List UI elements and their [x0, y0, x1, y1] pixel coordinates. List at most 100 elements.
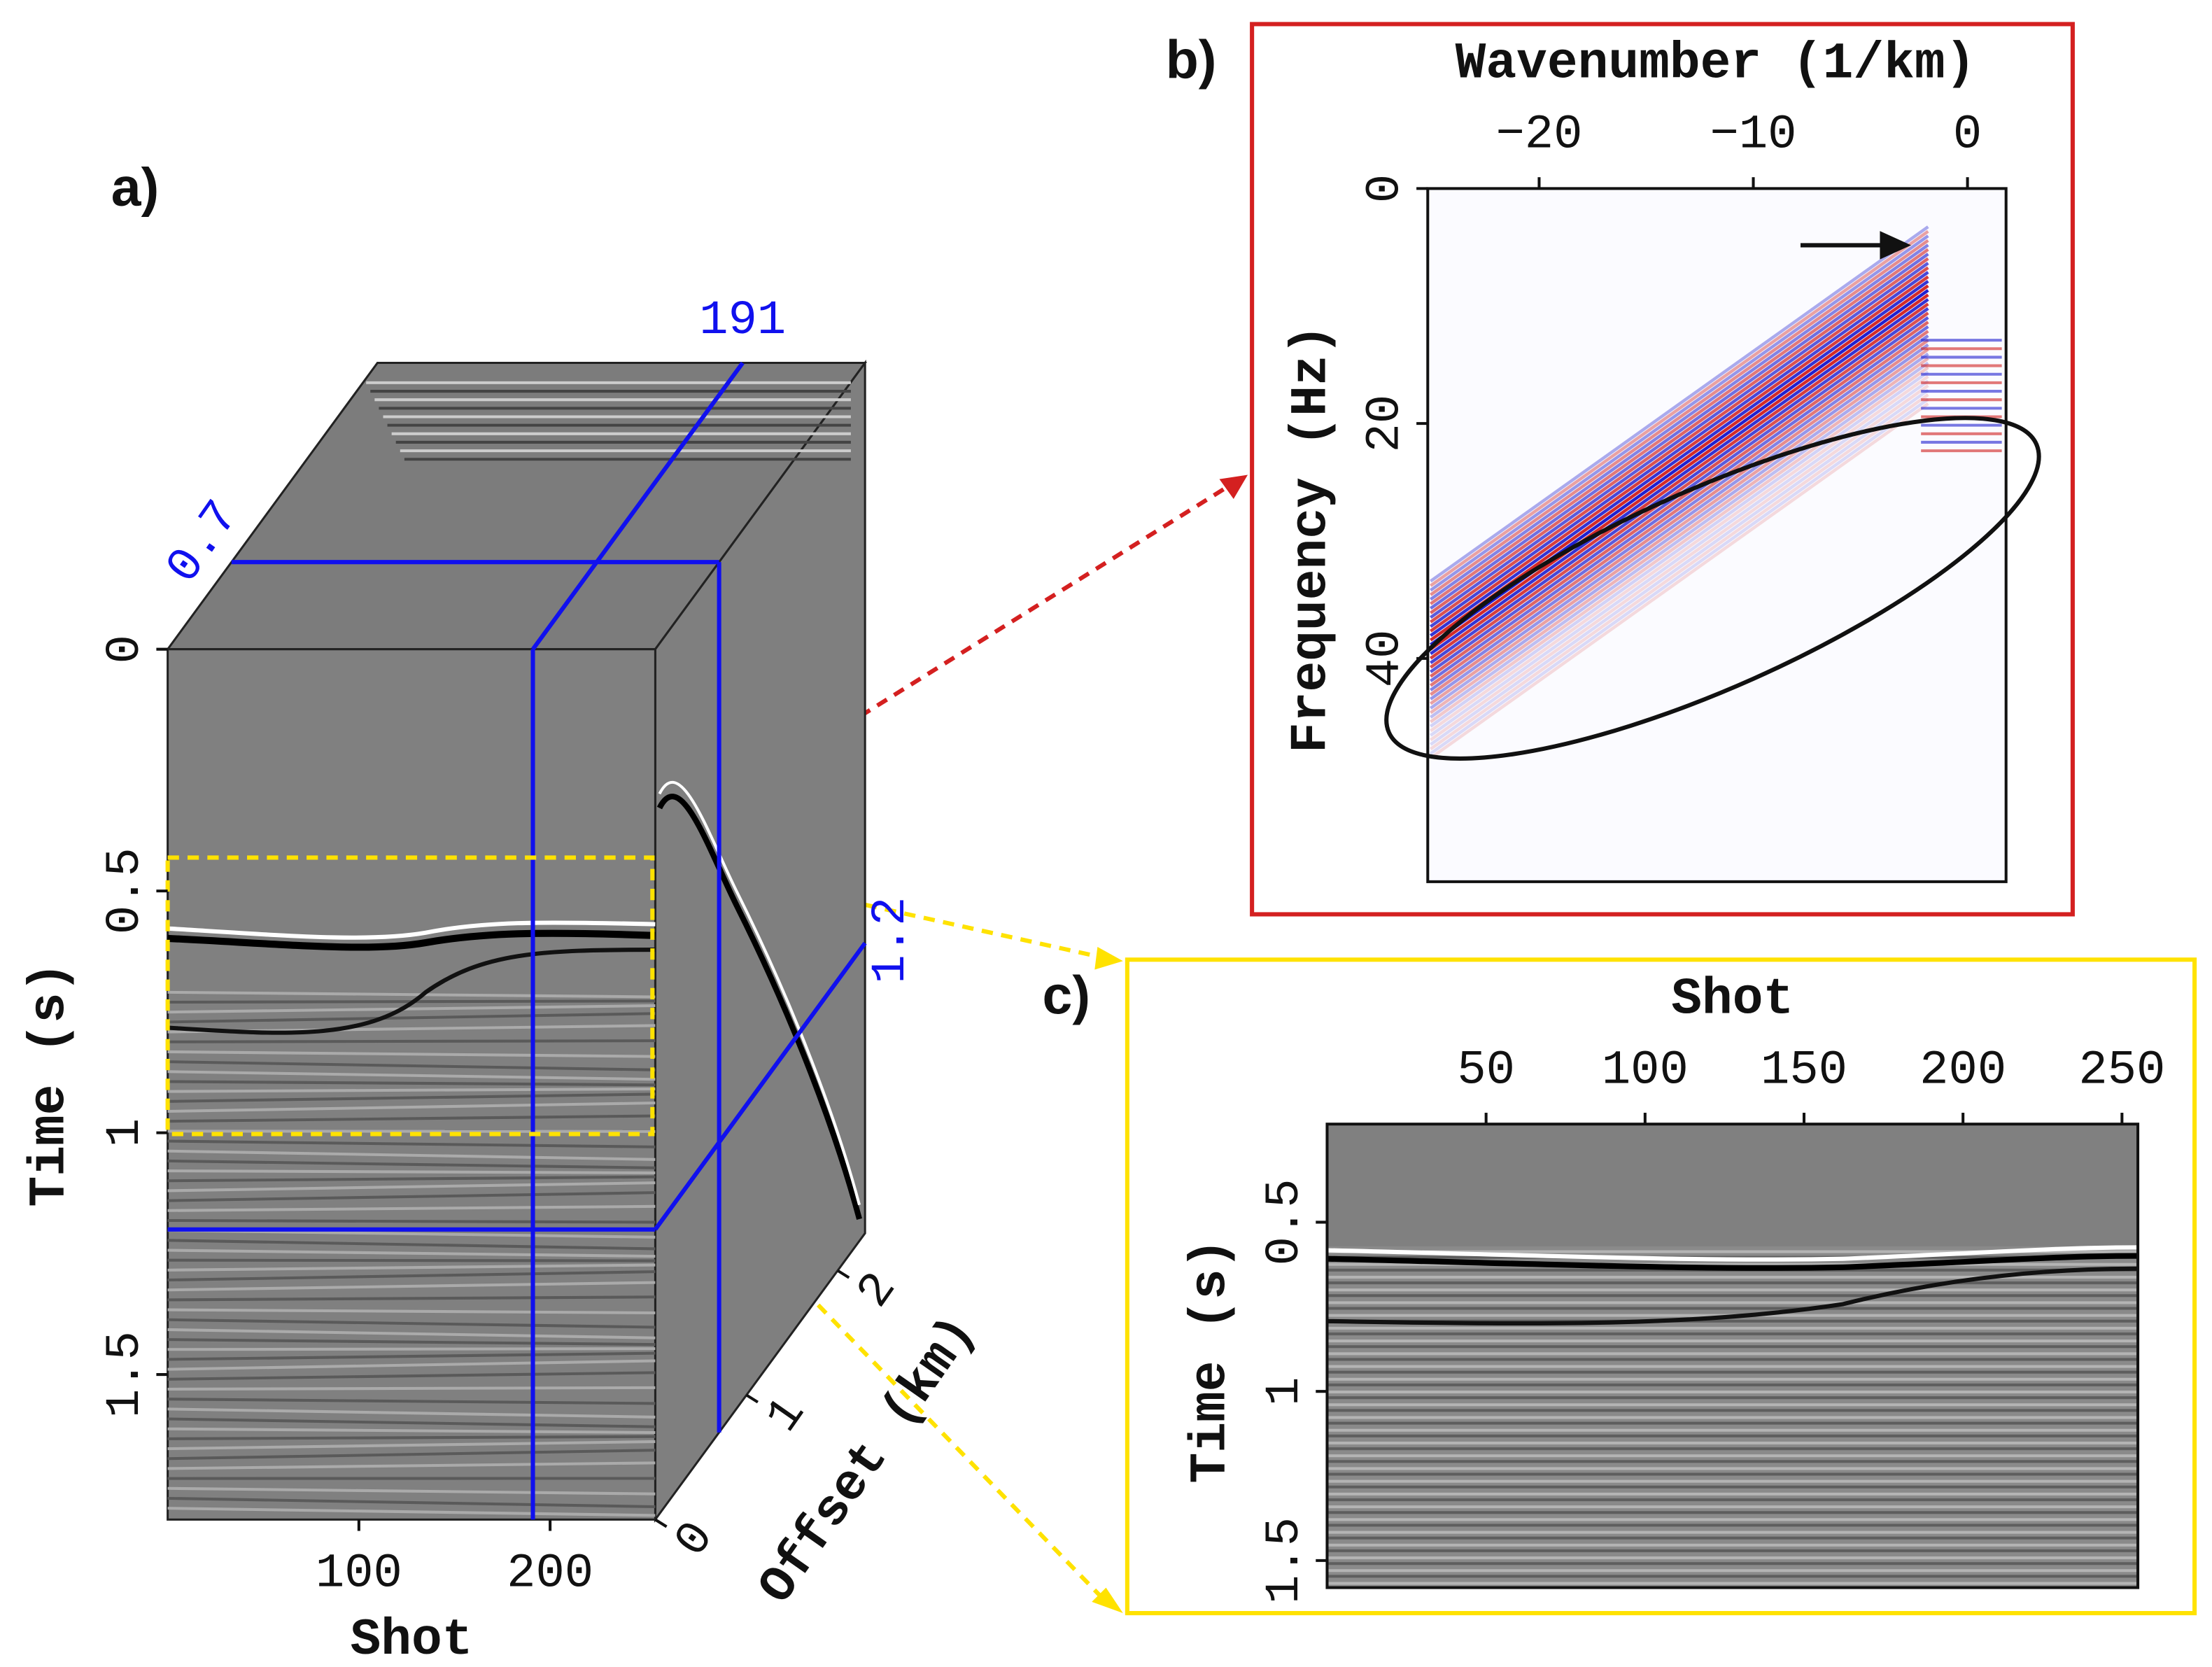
slice-label: 1.2: [864, 897, 918, 984]
spectrum-stripe: [1430, 234, 1929, 592]
spectrum-stripe: [1430, 352, 1929, 710]
stripe: [167, 1149, 656, 1161]
x-axis-label: Shot: [1671, 970, 1794, 1028]
x-tick-label: 250: [2078, 1043, 2165, 1097]
spectrum-stripe: [1430, 275, 1929, 633]
annotation-ellipse: [1384, 416, 2041, 761]
reflector: [167, 948, 656, 1035]
stripe: [167, 1461, 656, 1470]
x-tick-label: 50: [1457, 1043, 1515, 1097]
spectrum-stripe: [1430, 370, 1929, 728]
y-tick-label: 20: [1358, 395, 1413, 453]
z-tick-label: 2: [847, 1263, 908, 1318]
stripe: [167, 1080, 656, 1087]
stripe: [167, 1181, 656, 1193]
stripe: [167, 1092, 656, 1103]
stripe: [167, 1351, 656, 1361]
highlight-box: [165, 855, 655, 1137]
spectrum-stripe: [1430, 343, 1929, 701]
stripe: [167, 1371, 656, 1381]
slice-line: [653, 941, 867, 1231]
spectrum-stripe: [1430, 230, 1929, 587]
tick-mark: [745, 1393, 759, 1404]
stripe: [167, 1507, 656, 1517]
stripe: [167, 1496, 656, 1509]
spectrum-stripe: [1430, 361, 1929, 719]
reflector: [1327, 1266, 2139, 1325]
x-axis-label: Shot: [350, 1611, 472, 1667]
x-tick-label: −10: [1710, 108, 1797, 162]
spectrum-stripe: [1430, 366, 1929, 724]
side-event: [656, 794, 862, 1220]
stripe: [167, 1102, 656, 1113]
spectrum-stripe: [1430, 280, 1929, 638]
spectrum-stripe: [1430, 357, 1929, 715]
x-axis-label: Wavenumber (1/km): [1456, 34, 1976, 92]
stripe: [167, 1328, 656, 1339]
stripe: [167, 1359, 656, 1371]
spectrum-stripe: [1430, 330, 1929, 687]
spectrum-stripe: [1430, 348, 1929, 705]
panel-b-frame: [1250, 22, 2075, 917]
stripe: [167, 1398, 656, 1405]
stripe: [167, 1440, 656, 1451]
spectrum-stripe: [1430, 266, 1929, 624]
arrowhead: [1092, 1587, 1123, 1614]
y-tick-label: 0.5: [1258, 1179, 1312, 1265]
spectrum-stripe: [1430, 257, 1929, 614]
panel-c-frame: [1125, 957, 2197, 1616]
reflector: [167, 929, 656, 951]
y-axis-label: Frequency (Hz): [1282, 324, 1340, 753]
z-tick-label: 0: [664, 1512, 726, 1568]
stripe: [167, 1435, 656, 1440]
spectrum-stripe: [1430, 302, 1929, 660]
stripe: [167, 1139, 656, 1148]
y-tick-label: 0: [1358, 174, 1413, 203]
stripe: [167, 1191, 656, 1202]
y-tick-label: 1: [1258, 1377, 1312, 1405]
stripe: [167, 1204, 656, 1212]
stripe: [167, 1239, 656, 1251]
x-tick-label: 200: [507, 1547, 593, 1601]
x-tick-label: 100: [1602, 1043, 1689, 1097]
stripe: [167, 1004, 656, 1014]
y-tick-label: 0.5: [98, 847, 153, 934]
y-axis-label: Time (s): [1182, 1238, 1240, 1483]
stripe: [167, 1270, 656, 1282]
spectrum-stripe: [1430, 334, 1929, 691]
slice-line: [531, 361, 745, 651]
panel-label: b): [1166, 29, 1217, 90]
stripe: [167, 1417, 656, 1428]
reflector: [167, 920, 656, 940]
stripe: [167, 1318, 656, 1329]
stripe: [167, 1258, 656, 1262]
spectrum-stripe: [1430, 262, 1929, 619]
z-tick-label: 1: [756, 1388, 817, 1443]
spectrum-stripe: [1430, 379, 1929, 737]
plot-frame: [1325, 1123, 2140, 1589]
x-tick-label: −20: [1495, 108, 1582, 162]
arrowhead: [1219, 474, 1248, 499]
spectrum-stripe: [1430, 293, 1929, 651]
stripe: [167, 1407, 656, 1419]
spectrum-stripe: [1430, 311, 1929, 669]
stripe: [167, 1386, 656, 1391]
spectrum-stripe: [1430, 398, 1929, 755]
mute-zone: [1327, 1124, 2139, 1246]
stripe: [167, 1308, 656, 1315]
stripe: [167, 1249, 656, 1258]
stripe: [167, 990, 656, 999]
spectrum-stripe: [1430, 248, 1929, 605]
y-axis-label: Time (s): [21, 962, 79, 1207]
y-tick-label: 1: [98, 1118, 153, 1147]
tick-mark: [654, 1518, 668, 1528]
y-tick-label: 1.5: [98, 1331, 153, 1418]
stripe: [167, 1218, 656, 1224]
stripe: [167, 1039, 656, 1043]
spectrum-stripe: [1430, 402, 1929, 760]
reflector: [1327, 1245, 2139, 1262]
stripe: [167, 1295, 656, 1302]
tick-mark: [836, 1269, 850, 1279]
panel-label: c): [1043, 965, 1090, 1025]
spectrum-stripe: [1430, 307, 1929, 664]
